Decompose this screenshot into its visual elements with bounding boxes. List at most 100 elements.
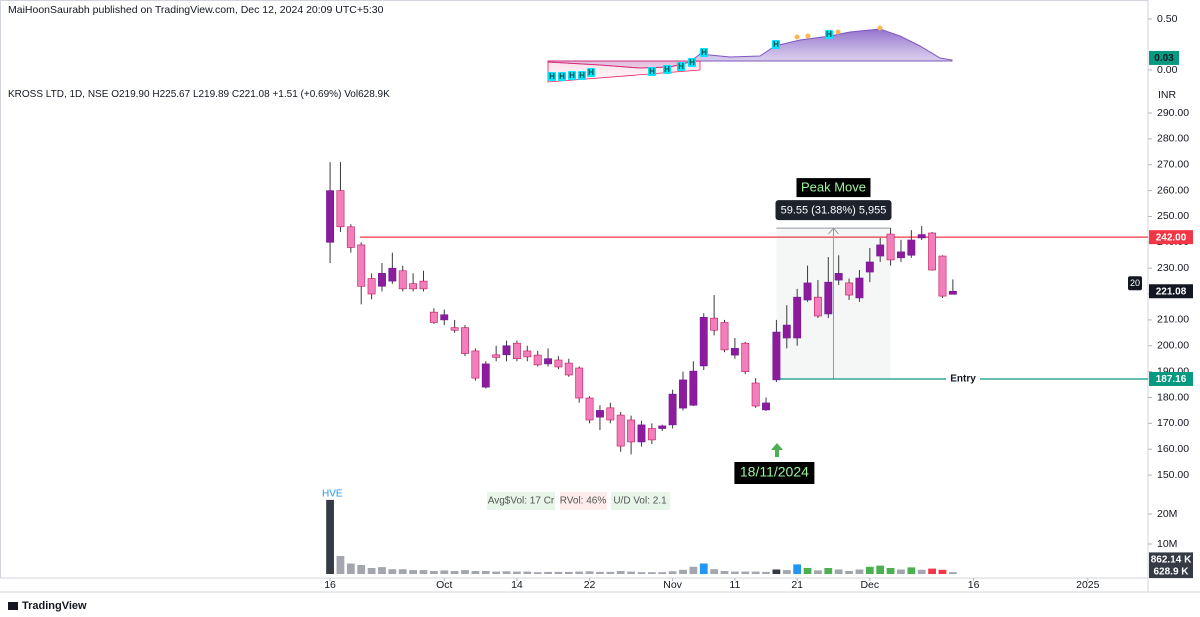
volume-bar	[471, 570, 480, 574]
y-tick-label: 160.00	[1157, 443, 1189, 455]
volume-bar	[699, 563, 708, 574]
indicator-marker: H	[569, 71, 575, 80]
y-tick-label: 290.00	[1157, 107, 1189, 119]
volume-bar	[668, 571, 677, 574]
indicator-dot	[877, 25, 883, 31]
volume-bar	[419, 570, 428, 574]
volume-bar	[876, 565, 885, 574]
volume-bar	[513, 571, 521, 574]
currency: INR	[1158, 89, 1177, 101]
resistance-tag: 242.00	[1156, 232, 1187, 243]
x-tick-label: Dec	[860, 579, 879, 591]
candle-body	[461, 327, 469, 354]
y-tick-label: 250.00	[1157, 210, 1189, 222]
candle-body	[907, 239, 916, 256]
badge-bg	[1128, 276, 1142, 291]
entry-label: Entry	[950, 374, 976, 385]
candle-body	[762, 402, 770, 411]
candle-body	[616, 414, 625, 447]
candle-body	[730, 348, 739, 356]
stat-box	[487, 492, 555, 510]
volume-bar	[544, 571, 552, 574]
resistance-tag-bg	[1149, 230, 1193, 245]
volume-bar	[409, 570, 418, 574]
candle-body	[855, 277, 864, 299]
entry-tag-bg	[1149, 371, 1193, 386]
symbol: KROSS LTD, 1D, NSE	[8, 89, 109, 100]
indicator-marker-bg	[558, 72, 566, 81]
candle-body	[378, 273, 386, 287]
candle-body	[741, 342, 750, 372]
candle-body	[658, 425, 667, 429]
volume-bar	[730, 571, 739, 574]
candle-body	[585, 397, 594, 421]
volume-bar	[897, 569, 905, 574]
volume-bar	[492, 571, 501, 574]
candle-body	[512, 342, 521, 359]
volume-bar	[855, 569, 864, 574]
candle-body	[471, 350, 480, 379]
candle-body	[450, 327, 459, 331]
measure-label-bg	[775, 200, 892, 221]
indicator-marker-bg	[663, 65, 671, 74]
volume-bar	[928, 568, 936, 574]
candle-body	[596, 410, 604, 418]
volume-bar	[357, 564, 366, 574]
legend-high: H225.67	[152, 89, 190, 100]
volume-bar	[481, 570, 490, 574]
volume-bar	[824, 567, 833, 574]
stat-ud-vol: U/D Vol: 2.1	[613, 496, 667, 507]
volume-bar	[326, 499, 334, 574]
indicator-marker: H	[773, 40, 779, 49]
candle-body	[710, 317, 719, 331]
candle-body	[336, 190, 345, 228]
last-price-tag: 221.08	[1156, 286, 1187, 297]
candle-body	[897, 251, 905, 259]
volume-bar	[336, 555, 345, 574]
candle-body	[492, 354, 501, 358]
candle-body	[793, 296, 802, 339]
y-tick-label: 170.00	[1157, 417, 1189, 429]
entry-label-bg	[946, 371, 980, 385]
indicator-marker-bg	[587, 68, 595, 77]
x-tick-label: 11	[729, 579, 740, 591]
y-tick-label: 180.00	[1157, 391, 1189, 403]
x-tick-label: 21	[791, 579, 803, 591]
candle-body	[398, 270, 407, 290]
candle-body	[575, 367, 584, 399]
candle-body	[772, 331, 781, 381]
volume-bar	[637, 572, 646, 574]
candle-body	[928, 232, 937, 271]
candle-body	[813, 296, 822, 317]
candle-body	[357, 244, 366, 287]
candle-body	[627, 419, 636, 443]
footer-logo: TradingView	[8, 600, 87, 612]
volume-bar	[772, 569, 781, 574]
indicator-marker: H	[689, 58, 695, 67]
volume-bar	[658, 572, 667, 574]
stat-rvol: RVol: 46%	[560, 496, 607, 507]
indicator-last: 0.03	[1154, 53, 1174, 64]
volume-bar	[689, 566, 698, 574]
legend-volume: Vol628.9K	[344, 89, 390, 100]
indicator-marker: H	[664, 65, 670, 74]
candle-body	[346, 226, 355, 248]
volume-bar	[710, 569, 719, 574]
x-tick-label: 16	[968, 579, 980, 591]
indicator-tick-label: 0.50	[1157, 13, 1178, 25]
candle-body	[606, 407, 615, 421]
indicator-marker-bg	[700, 48, 708, 57]
y-tick-label: 200.00	[1157, 340, 1189, 352]
candle-body	[751, 382, 760, 407]
last-price-tag-bg	[1149, 284, 1193, 299]
date-label-bg	[734, 462, 815, 484]
candle-body	[481, 363, 490, 388]
indicator-marker-bg	[688, 58, 696, 67]
indicator-marker-bg	[648, 67, 656, 76]
candle-body	[720, 322, 729, 351]
indicator-dot	[835, 29, 841, 35]
candle-body	[699, 317, 708, 367]
volume-bar	[429, 570, 438, 574]
